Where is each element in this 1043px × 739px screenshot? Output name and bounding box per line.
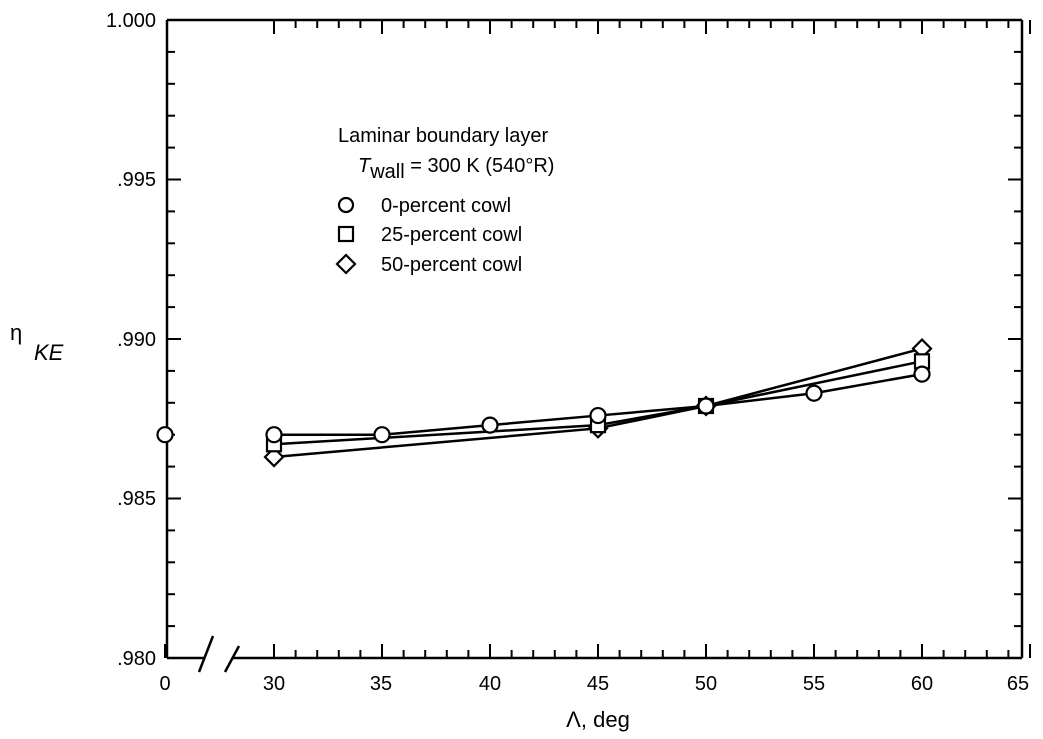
legend-label-0-percent: 0-percent cowl xyxy=(381,195,511,217)
legend-title: Laminar boundary layer xyxy=(338,125,548,147)
series-line-50-percent-cowl xyxy=(273,347,923,459)
point-0-percent-cowl-x40 xyxy=(481,416,499,434)
x-axis-title: Λ, deg xyxy=(566,707,630,732)
axis-break-mark-2 xyxy=(223,645,241,673)
series-markers xyxy=(156,338,933,468)
point-0-percent-cowl-x30 xyxy=(265,426,283,444)
x-tick-label-60: 60 xyxy=(911,673,933,695)
y-axis-title: η KE xyxy=(10,320,64,365)
legend-marker-square xyxy=(337,225,355,243)
y-tick-labels: .980 .985 .990 .995 1.000 xyxy=(106,10,156,670)
point-0-percent-cowl-x35 xyxy=(373,426,391,444)
legend-label-50-percent: 50-percent cowl xyxy=(381,254,522,276)
x-tick-labels: 0 30 35 40 45 50 55 60 65 xyxy=(159,673,1029,695)
point-0-percent-cowl-x55 xyxy=(805,384,823,402)
legend-subtitle-rest: = 300 K (540°R) xyxy=(405,155,555,177)
point-0-percent-cowl-x45 xyxy=(589,406,607,425)
y-axis-title-eta: η xyxy=(10,320,22,345)
point-0-percent-cowl-x0 xyxy=(156,426,174,444)
point-0-percent-cowl-x60 xyxy=(913,365,931,383)
y-tick-label-980: .980 xyxy=(117,648,156,670)
x-tick-label-40: 40 xyxy=(479,673,501,695)
legend-subtitle-symbol: T xyxy=(358,155,372,177)
series-lines xyxy=(273,347,923,459)
point-0-percent-cowl-x50 xyxy=(697,397,715,415)
legend-label-25-percent: 25-percent cowl xyxy=(381,224,522,246)
x-tick-label-30: 30 xyxy=(263,673,285,695)
series-line-25-percent-cowl xyxy=(273,360,923,446)
axes-frame xyxy=(165,18,1024,673)
x-tick-label-0: 0 xyxy=(159,673,170,695)
x-tick-label-50: 50 xyxy=(695,673,717,695)
y-ticks xyxy=(167,19,1022,659)
y-tick-label-985: .985 xyxy=(117,488,156,510)
y-axis-title-subscript: KE xyxy=(34,340,64,365)
x-tick-label-65: 65 xyxy=(1007,673,1029,695)
legend-subtitle-subscript: wall xyxy=(369,161,404,183)
axis-break-mark-1 xyxy=(197,635,215,673)
x-tick-label-55: 55 xyxy=(803,673,825,695)
y-tick-label-1000: 1.000 xyxy=(106,10,156,32)
x-ticks xyxy=(164,20,1031,658)
legend-marker-circle xyxy=(337,196,355,214)
legend-marker-diamond xyxy=(335,253,357,275)
y-tick-label-990: .990 xyxy=(117,329,156,351)
legend-subtitle: Twall = 300 K (540°R) xyxy=(358,155,554,183)
x-tick-label-45: 45 xyxy=(587,673,609,695)
x-tick-label-35: 35 xyxy=(370,673,392,695)
legend: Laminar boundary layer Twall = 300 K (54… xyxy=(335,125,554,276)
point-50-percent-cowl-x30 xyxy=(263,446,285,468)
y-tick-label-995: .995 xyxy=(117,169,156,191)
